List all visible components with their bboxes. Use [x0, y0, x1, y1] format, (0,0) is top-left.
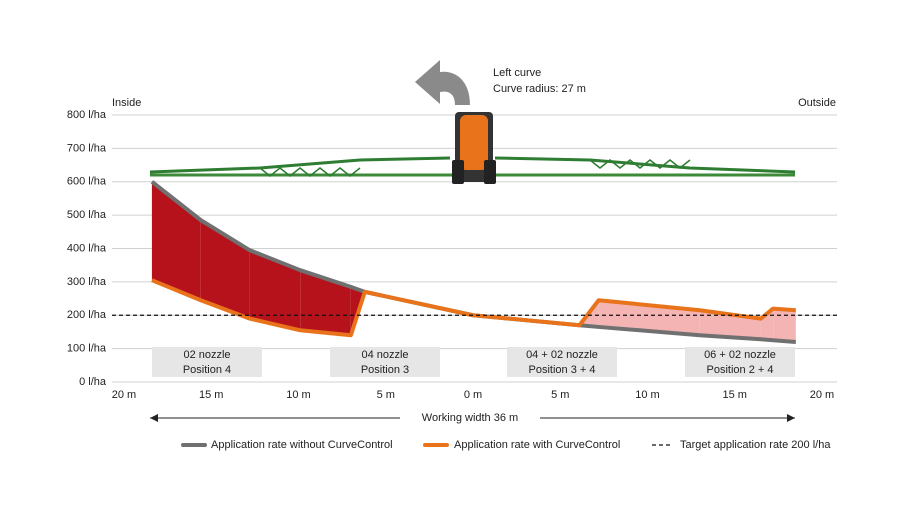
x-tick-label: 20 m [112, 389, 136, 401]
sprayer [149, 112, 796, 184]
nozzle-label: Position 3 + 4 [529, 364, 596, 376]
nozzle-label: 04 + 02 nozzle [526, 349, 598, 361]
width-arrow [150, 414, 158, 422]
x-tick-label: 10 m [286, 389, 310, 401]
y-tick-label: 800 l/ha [67, 109, 107, 121]
nozzle-box [685, 347, 795, 377]
legend-label: Application rate with CurveControl [454, 439, 620, 451]
outside-label: Outside [798, 97, 836, 109]
x-tick-label: 20 m [810, 389, 834, 401]
x-tick-label: 15 m [723, 389, 747, 401]
difference-area [300, 270, 351, 336]
y-tick-label: 100 l/ha [67, 343, 107, 355]
y-tick-label: 200 l/ha [67, 309, 107, 321]
nozzle-label: Position 3 [361, 364, 409, 376]
y-tick-label: 0 l/ha [79, 376, 107, 388]
y-tick-label: 500 l/ha [67, 209, 107, 221]
x-tick-label: 5 m [551, 389, 569, 401]
curve-arrow [415, 60, 470, 105]
annotation: Left curve [493, 67, 541, 79]
y-tick-label: 600 l/ha [67, 176, 107, 188]
nozzle-label: Position 2 + 4 [707, 364, 774, 376]
nozzle-box [152, 347, 262, 377]
x-axis-label: Working width 36 m [422, 412, 518, 424]
difference-area [249, 250, 301, 331]
annotation: Curve radius: 27 m [493, 83, 586, 95]
inside-label: Inside [112, 97, 141, 109]
x-tick-label: 10 m [635, 389, 659, 401]
y-tick-label: 400 l/ha [67, 242, 107, 254]
nozzle-label: 04 nozzle [361, 349, 408, 361]
x-tick-label: 5 m [377, 389, 395, 401]
legend-label: Target application rate 200 l/ha [680, 439, 831, 451]
x-tick-label: 0 m [464, 389, 482, 401]
width-arrow [787, 414, 795, 422]
y-tick-label: 700 l/ha [67, 142, 107, 154]
nozzle-label: 06 + 02 nozzle [704, 349, 776, 361]
nozzle-label: 02 nozzle [183, 349, 230, 361]
x-tick-label: 15 m [199, 389, 223, 401]
y-tick-label: 300 l/ha [67, 276, 107, 288]
nozzle-box [507, 347, 617, 377]
difference-area [773, 308, 796, 342]
nozzle-box [330, 347, 440, 377]
nozzle-label: Position 4 [183, 364, 231, 376]
legend-label: Application rate without CurveControl [211, 439, 393, 451]
